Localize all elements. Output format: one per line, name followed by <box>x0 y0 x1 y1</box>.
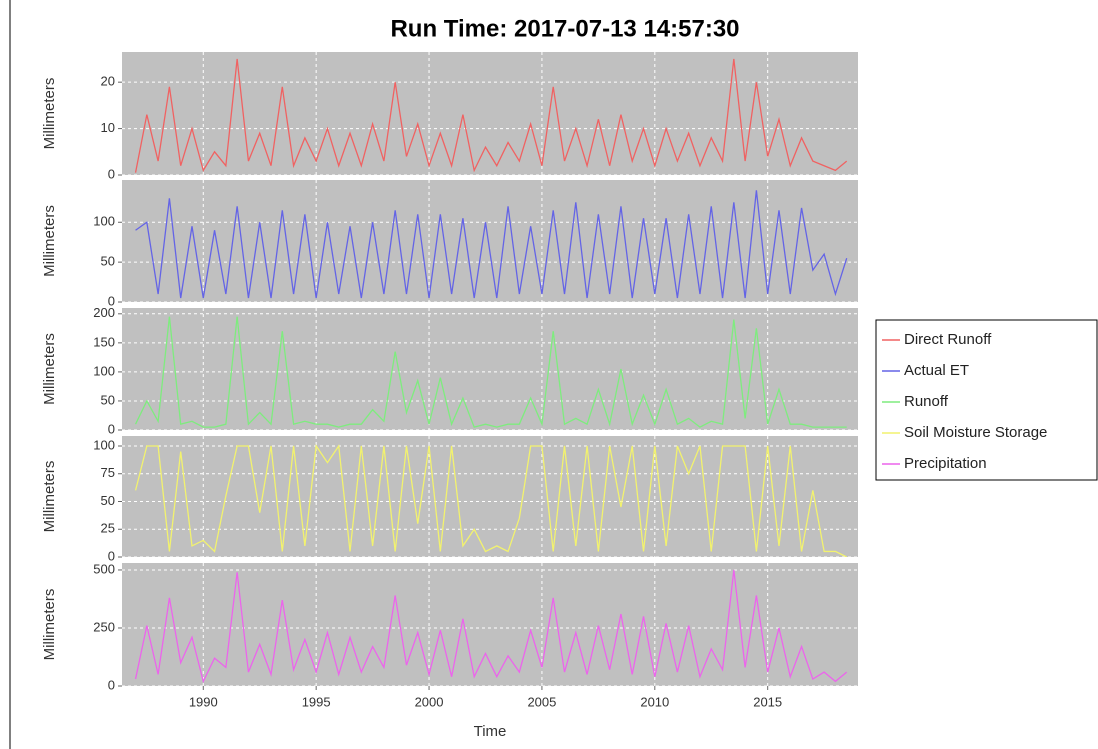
y-tick-label: 250 <box>93 619 115 634</box>
y-axis-title: Millimeters <box>41 333 58 405</box>
legend-label: Actual ET <box>904 362 969 379</box>
y-axis-title: Millimeters <box>41 78 58 150</box>
plot-background <box>122 436 858 557</box>
y-tick-label: 50 <box>101 493 115 508</box>
y-tick-label: 20 <box>101 74 115 89</box>
y-tick-label: 500 <box>93 561 115 576</box>
y-axis-title: Millimeters <box>41 589 58 661</box>
y-tick-label: 200 <box>93 305 115 320</box>
legend-label: Precipitation <box>904 455 987 472</box>
y-tick-label: 150 <box>93 334 115 349</box>
y-tick-label: 25 <box>101 521 115 536</box>
y-tick-label: 0 <box>108 677 115 692</box>
y-tick-label: 0 <box>108 293 115 308</box>
x-tick-label: 1995 <box>302 694 331 709</box>
y-tick-label: 50 <box>101 254 115 269</box>
legend-box <box>875 319 1098 481</box>
legend-label: Soil Moisture Storage <box>904 424 1047 441</box>
series-line <box>135 190 848 299</box>
x-tick-label: 2005 <box>527 694 556 709</box>
y-tick-label: 100 <box>93 363 115 378</box>
y-axis-title: Millimeters <box>41 461 58 533</box>
plot-background <box>122 180 858 302</box>
plot-background <box>122 52 858 175</box>
y-tick-label: 10 <box>101 120 115 135</box>
y-tick-label: 75 <box>101 465 115 480</box>
legend-label: Direct Runoff <box>904 331 992 348</box>
y-tick-label: 0 <box>108 548 115 563</box>
y-tick-label: 0 <box>108 421 115 436</box>
plot-background <box>122 308 858 430</box>
x-axis-title: Time <box>474 723 507 740</box>
x-tick-label: 2010 <box>640 694 669 709</box>
series-line <box>134 316 847 428</box>
series-line <box>134 58 848 173</box>
plot-background <box>122 563 858 686</box>
y-tick-label: 100 <box>93 214 115 229</box>
x-tick-label: 2015 <box>753 694 782 709</box>
y-tick-label: 0 <box>108 166 115 181</box>
legend-label: Runoff <box>904 393 949 410</box>
series-line <box>134 444 847 557</box>
x-tick-label: 1990 <box>189 694 218 709</box>
chart-title: Run Time: 2017-07-13 14:57:30 <box>390 15 739 42</box>
y-tick-label: 100 <box>93 437 115 452</box>
y-axis-title: Millimeters <box>41 205 58 277</box>
y-tick-label: 50 <box>101 392 115 407</box>
x-tick-label: 2000 <box>415 694 444 709</box>
series-line <box>134 569 848 684</box>
